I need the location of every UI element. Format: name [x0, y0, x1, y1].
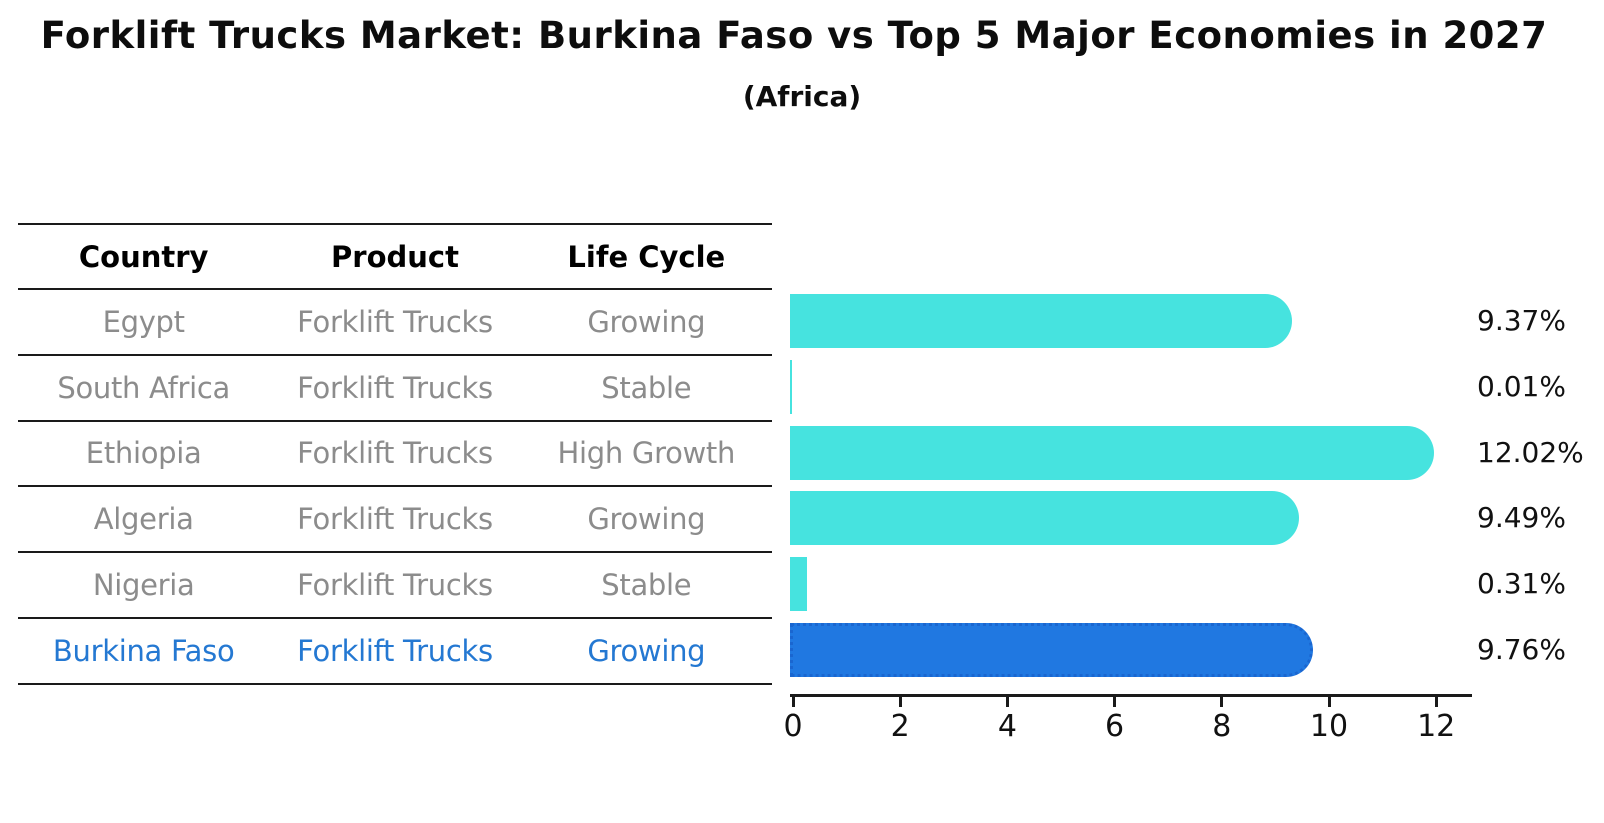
value-label-nigeria: 0.31%: [1477, 567, 1566, 601]
x-tick-label-12: 12: [1417, 709, 1456, 744]
cell-life-cycle-nigeria: Stable: [601, 568, 692, 603]
x-tick-label-4: 4: [997, 709, 1017, 744]
bar-nigeria: [790, 557, 807, 612]
column-header-lifecycle: Life Cycle: [567, 239, 726, 274]
x-tick-label-6: 6: [1105, 709, 1125, 744]
cell-country-algeria: Algeria: [93, 502, 194, 537]
x-tick-mark-10: [1327, 697, 1331, 707]
value-label-south-africa: 0.01%: [1477, 369, 1566, 403]
cell-country-ethiopia: Ethiopia: [85, 436, 202, 471]
column-header-country: Country: [78, 239, 209, 274]
x-tick-label-0: 0: [783, 709, 803, 744]
x-tick-mark-4: [1005, 697, 1009, 707]
cell-life-cycle-ethiopia: High Growth: [557, 436, 736, 471]
table-row-egypt: Egypt Forklift Trucks Growing: [18, 290, 772, 356]
cell-product-ethiopia: Forklift Trucks: [297, 436, 493, 471]
cell-country-nigeria: Nigeria: [92, 568, 195, 603]
chart-title: Forklift Trucks Market: Burkina Faso vs …: [40, 14, 1548, 57]
cell-product-egypt: Forklift Trucks: [297, 304, 493, 339]
cell-life-cycle-south-africa: Stable: [601, 370, 692, 405]
x-tick-mark-0: [791, 697, 795, 707]
cell-product-south-africa: Forklift Trucks: [297, 370, 493, 405]
table-row-burkina-faso: Burkina Faso Forklift Trucks Growing: [18, 619, 772, 685]
cell-life-cycle-burkina-faso: Growing: [587, 633, 706, 668]
bar-south-africa: [790, 359, 792, 414]
chart-subtitle: (Africa): [742, 80, 862, 113]
x-tick-label-8: 8: [1212, 709, 1232, 744]
cell-country-south-africa: South Africa: [57, 370, 230, 405]
bar-egypt: [790, 293, 1293, 348]
table-row-ethiopia: Ethiopia Forklift Trucks High Growth: [18, 422, 772, 488]
value-label-ethiopia: 12.02%: [1477, 435, 1584, 469]
bar-chart-plot-area: 9.37% 0.01% 12.02% 9.49% 0.31% 9.76%: [790, 288, 1584, 683]
value-label-algeria: 9.49%: [1477, 501, 1566, 535]
x-tick-label-2: 2: [890, 709, 910, 744]
bar-burkina-faso: [790, 623, 1314, 678]
value-label-burkina-faso: 9.76%: [1477, 633, 1566, 667]
bar-algeria: [790, 491, 1299, 546]
cell-country-egypt: Egypt: [102, 304, 185, 339]
x-tick-label-10: 10: [1309, 709, 1349, 744]
value-label-egypt: 9.37%: [1477, 303, 1566, 337]
x-tick-mark-2: [898, 697, 902, 707]
x-tick-mark-6: [1113, 697, 1117, 707]
x-axis: 0 2 4 6 8 10 12: [783, 694, 1472, 754]
table-body: Egypt Forklift Trucks Growing South Africa F…: [18, 290, 772, 685]
table-header-row: Country Product Life Cycle: [18, 225, 772, 290]
x-tick-mark-8: [1220, 697, 1224, 707]
table-row-algeria: Algeria Forklift Trucks Growing: [18, 487, 772, 554]
cell-product-nigeria: Forklift Trucks: [297, 568, 493, 603]
table-row-nigeria: Nigeria Forklift Trucks Stable: [18, 553, 772, 619]
cell-product-burkina-faso: Forklift Trucks: [297, 633, 493, 668]
cell-life-cycle-egypt: Growing: [587, 304, 706, 339]
x-axis-line: [790, 694, 1472, 697]
cell-life-cycle-algeria: Growing: [587, 502, 706, 537]
cell-product-algeria: Forklift Trucks: [297, 502, 493, 537]
country-table: Country Product Life Cycle Egypt Forklift…: [18, 223, 772, 685]
column-header-product: Product: [331, 239, 459, 274]
bar-ethiopia: [790, 425, 1435, 480]
x-tick-mark-12: [1434, 697, 1438, 707]
table-row-south-africa: South Africa Forklift Trucks Stable: [18, 356, 772, 422]
cell-country-burkina-faso: Burkina Faso: [52, 633, 235, 668]
